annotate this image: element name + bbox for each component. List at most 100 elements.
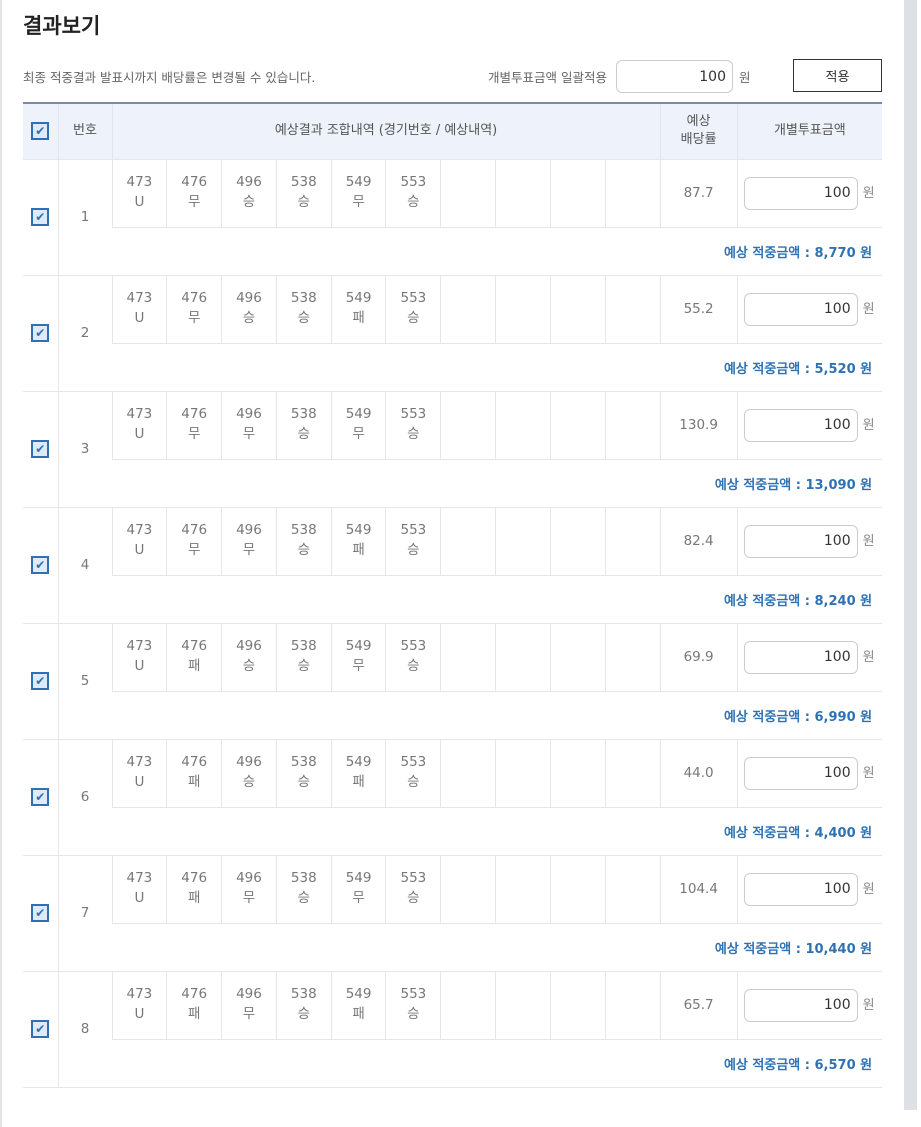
amount-input[interactable] xyxy=(743,988,858,1022)
empty-game-cell xyxy=(440,854,496,924)
expected-winnings: 예상 적중금액 : 6,570 원 xyxy=(112,1038,883,1088)
game-cell: 553 승 xyxy=(385,158,441,228)
scrollbar[interactable] xyxy=(904,0,917,1110)
results-table: ✔ 번호 예상결과 조합내역 (경기번호 / 예상내역) 예상 배당률 개별투표금… xyxy=(23,102,883,1088)
expected-winnings: 예상 적중금액 : 8,770 원 xyxy=(112,226,883,276)
amount-unit: 원 xyxy=(862,418,875,433)
table-row-expected: 예상 적중금액 : 8,770 원 xyxy=(23,226,883,276)
amount-input[interactable] xyxy=(743,292,858,326)
odds-value: 55.2 xyxy=(659,274,738,344)
game-cell: 496 무 xyxy=(221,854,277,924)
empty-game-cell xyxy=(549,738,606,808)
game-cell: 473 U xyxy=(111,274,167,344)
game-cell: 538 승 xyxy=(275,158,332,228)
game-cell: 496 승 xyxy=(221,622,277,692)
empty-game-cell xyxy=(604,274,661,344)
combo-header: 예상결과 조합내역 (경기번호 / 예상내역) xyxy=(111,102,661,159)
game-cell: 549 패 xyxy=(330,738,386,808)
game-cell: 538 승 xyxy=(275,970,332,1040)
expected-winnings: 예상 적중금액 : 10,440 원 xyxy=(112,922,883,972)
row-checkbox[interactable]: ✔ xyxy=(31,208,50,226)
empty-game-cell xyxy=(440,506,496,576)
game-cell: 476 무 xyxy=(166,390,222,460)
amount-input[interactable] xyxy=(743,524,858,558)
table-row-expected: 예상 적중금액 : 4,400 원 xyxy=(23,806,883,856)
amount-input[interactable] xyxy=(743,176,858,210)
empty-game-cell xyxy=(549,158,606,228)
game-cell: 496 무 xyxy=(221,506,277,576)
game-cell: 496 무 xyxy=(221,970,277,1040)
expected-winnings: 예상 적중금액 : 5,520 원 xyxy=(112,342,883,392)
row-checkbox[interactable]: ✔ xyxy=(31,788,50,806)
game-cell: 549 패 xyxy=(330,274,386,344)
empty-game-cell xyxy=(604,622,661,692)
amount-input[interactable] xyxy=(743,640,858,674)
row-checkbox[interactable]: ✔ xyxy=(31,904,50,922)
game-cell: 553 승 xyxy=(385,738,441,808)
amount-input[interactable] xyxy=(743,872,858,906)
odds-notice: 최종 적중결과 발표시까지 배당률은 변경될 수 있습니다. xyxy=(23,70,316,85)
row-number: 1 xyxy=(57,158,112,276)
empty-game-cell xyxy=(604,158,661,228)
row-number: 6 xyxy=(57,738,112,856)
game-cell: 476 무 xyxy=(166,274,222,344)
amount-input[interactable] xyxy=(743,408,858,442)
game-cell: 553 승 xyxy=(385,506,441,576)
game-cell: 473 U xyxy=(111,854,167,924)
amount-unit: 원 xyxy=(862,998,875,1013)
table-row-expected: 예상 적중금액 : 8,240 원 xyxy=(23,574,883,624)
game-cell: 538 승 xyxy=(275,622,332,692)
game-cell: 473 U xyxy=(111,970,167,1040)
game-cell: 549 무 xyxy=(330,158,386,228)
odds-value: 130.9 xyxy=(659,390,738,460)
empty-game-cell xyxy=(549,390,606,460)
empty-game-cell xyxy=(549,274,606,344)
bulk-amount-input[interactable] xyxy=(615,60,733,93)
row-select: ✔ xyxy=(23,506,58,624)
row-checkbox[interactable]: ✔ xyxy=(31,556,50,574)
game-cell: 496 승 xyxy=(221,274,277,344)
game-cell: 473 U xyxy=(111,390,167,460)
game-cell: 549 무 xyxy=(330,622,386,692)
amount-unit: 원 xyxy=(862,650,875,665)
empty-game-cell xyxy=(604,738,661,808)
game-cell: 538 승 xyxy=(275,738,332,808)
table-row-expected: 예상 적중금액 : 6,990 원 xyxy=(23,690,883,740)
game-cell: 538 승 xyxy=(275,506,332,576)
row-number: 4 xyxy=(57,506,112,624)
game-cell: 538 승 xyxy=(275,390,332,460)
empty-game-cell xyxy=(604,854,661,924)
game-cell: 553 승 xyxy=(385,390,441,460)
apply-button[interactable]: 적용 xyxy=(793,59,882,92)
row-select: ✔ xyxy=(23,274,58,392)
empty-game-cell xyxy=(549,622,606,692)
amount-input[interactable] xyxy=(743,756,858,790)
row-checkbox[interactable]: ✔ xyxy=(31,1020,50,1038)
amount-cell: 원 xyxy=(736,854,883,924)
empty-game-cell xyxy=(495,274,551,344)
row-select: ✔ xyxy=(23,390,58,508)
bulk-unit: 원 xyxy=(738,70,751,85)
empty-game-cell xyxy=(604,506,661,576)
select-all-header: ✔ xyxy=(23,102,58,159)
empty-game-cell xyxy=(495,854,551,924)
table-row-expected: 예상 적중금액 : 6,570 원 xyxy=(23,1038,883,1088)
select-all-checkbox[interactable]: ✔ xyxy=(31,121,50,140)
row-checkbox[interactable]: ✔ xyxy=(31,324,50,342)
row-select: ✔ xyxy=(23,738,58,856)
row-select: ✔ xyxy=(23,158,58,276)
empty-game-cell xyxy=(440,970,496,1040)
page-title: 결과보기 xyxy=(23,14,101,38)
game-cell: 553 승 xyxy=(385,622,441,692)
amount-unit: 원 xyxy=(862,534,875,549)
row-checkbox[interactable]: ✔ xyxy=(31,672,50,690)
row-checkbox[interactable]: ✔ xyxy=(31,440,50,458)
table-row-expected: 예상 적중금액 : 5,520 원 xyxy=(23,342,883,392)
row-number: 3 xyxy=(57,390,112,508)
game-cell: 473 U xyxy=(111,738,167,808)
amount-header: 개별투표금액 xyxy=(736,102,883,159)
table-row-expected: 예상 적중금액 : 10,440 원 xyxy=(23,922,883,972)
